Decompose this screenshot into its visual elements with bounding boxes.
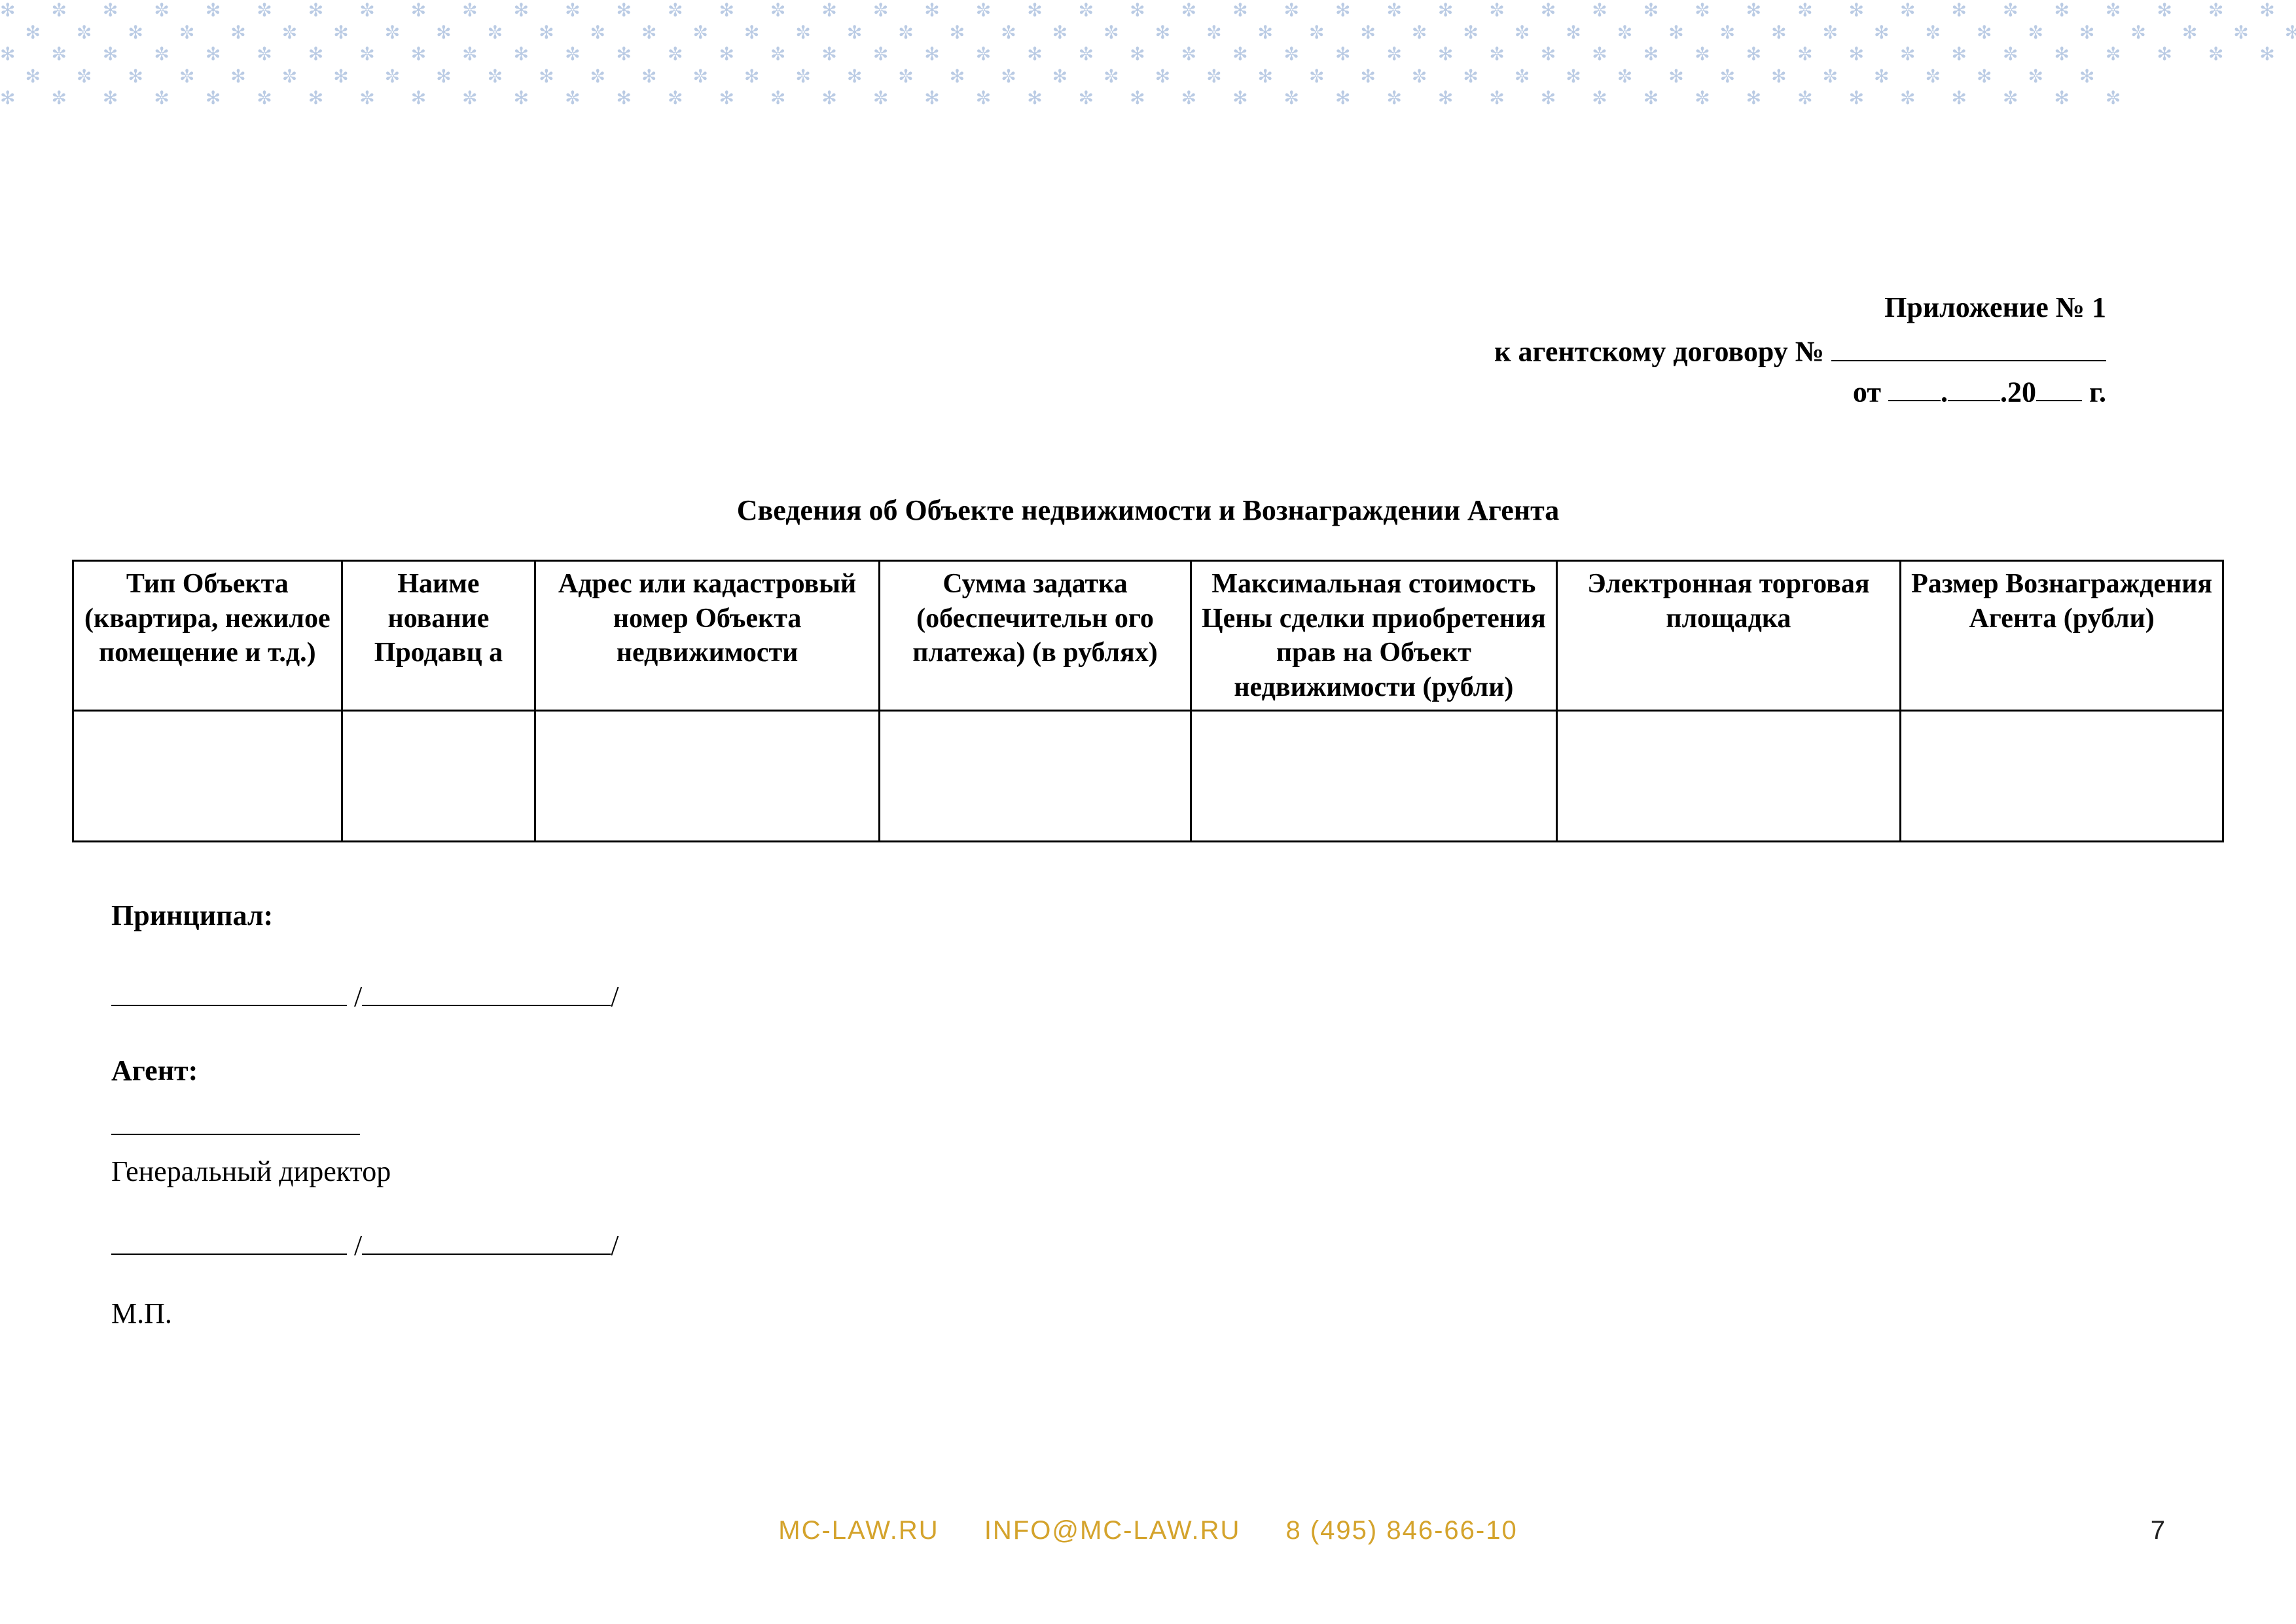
document-content: Приложение № 1 к агентскому договору № о… <box>72 288 2224 1341</box>
contract-prefix: к агентскому договору № <box>1494 336 1824 368</box>
table-cell <box>535 711 880 842</box>
table-header-2: Адрес или кадастровый номер Объекта недв… <box>535 561 880 711</box>
table-cell <box>1556 711 1901 842</box>
date-prefix: от <box>1853 376 1881 408</box>
principal-sign-blank <box>111 977 347 1006</box>
date-month-blank <box>1948 370 2000 401</box>
footer: MC-LAW.RU INFO@MC-LAW.RU 8 (495) 846-66-… <box>0 1516 2296 1545</box>
date-year-prefix: .20 <box>2000 376 2036 408</box>
footer-phone: 8 (495) 846-66-10 <box>1286 1516 1518 1545</box>
table-cell <box>1191 711 1556 842</box>
principal-label: Принципал: <box>111 888 2224 943</box>
table-header-0: Тип Объекта (квартира, нежилое помещение… <box>73 561 342 711</box>
table-cell <box>1901 711 2223 842</box>
agent-sign-blank <box>111 1226 347 1255</box>
principal-name-blank <box>362 977 611 1006</box>
table-header-1: Наиме нование Продавц а <box>342 561 535 711</box>
stamp-label: М.П. <box>111 1286 2224 1341</box>
document-title: Сведения об Объекте недвижимости и Возна… <box>72 494 2224 527</box>
appendix-label: Приложение № 1 <box>72 288 2106 327</box>
date-day-blank <box>1888 370 1941 401</box>
watermark-pattern: ✻ ✼ ✻ ✼ ✻ ✼ ✻ ✼ ✻ ✼ ✻ ✼ ✻ ✼ ✻ ✼ ✻ ✼ ✻ ✼ … <box>0 0 2296 131</box>
page-number: 7 <box>2151 1516 2165 1545</box>
table-cell <box>73 711 342 842</box>
contract-number-blank <box>1831 329 2106 361</box>
date-year-blank <box>2036 370 2082 401</box>
table-header-5: Электронная торговая площадка <box>1556 561 1901 711</box>
signatures-block: Принципал: // Агент: Генеральный директо… <box>111 888 2224 1341</box>
agent-label: Агент: <box>111 1043 2224 1098</box>
agent-title: Генеральный директор <box>111 1144 2224 1199</box>
table-cell <box>342 711 535 842</box>
table-header-4: Максимальная стоимость Цены сделки приоб… <box>1191 561 1556 711</box>
footer-site: MC-LAW.RU <box>778 1516 939 1545</box>
table-row <box>73 711 2223 842</box>
table-cell <box>879 711 1191 842</box>
agent-name-blank <box>362 1226 611 1255</box>
footer-email: INFO@MC-LAW.RU <box>984 1516 1241 1545</box>
date-suffix: г. <box>2089 376 2106 408</box>
agent-underline <box>111 1106 360 1135</box>
table-header-3: Сумма задатка (обеспечительн ого платежа… <box>879 561 1191 711</box>
table-header-6: Размер Вознаграждения Агента (рубли) <box>1901 561 2223 711</box>
property-table: Тип Объекта (квартира, нежилое помещение… <box>72 560 2224 842</box>
